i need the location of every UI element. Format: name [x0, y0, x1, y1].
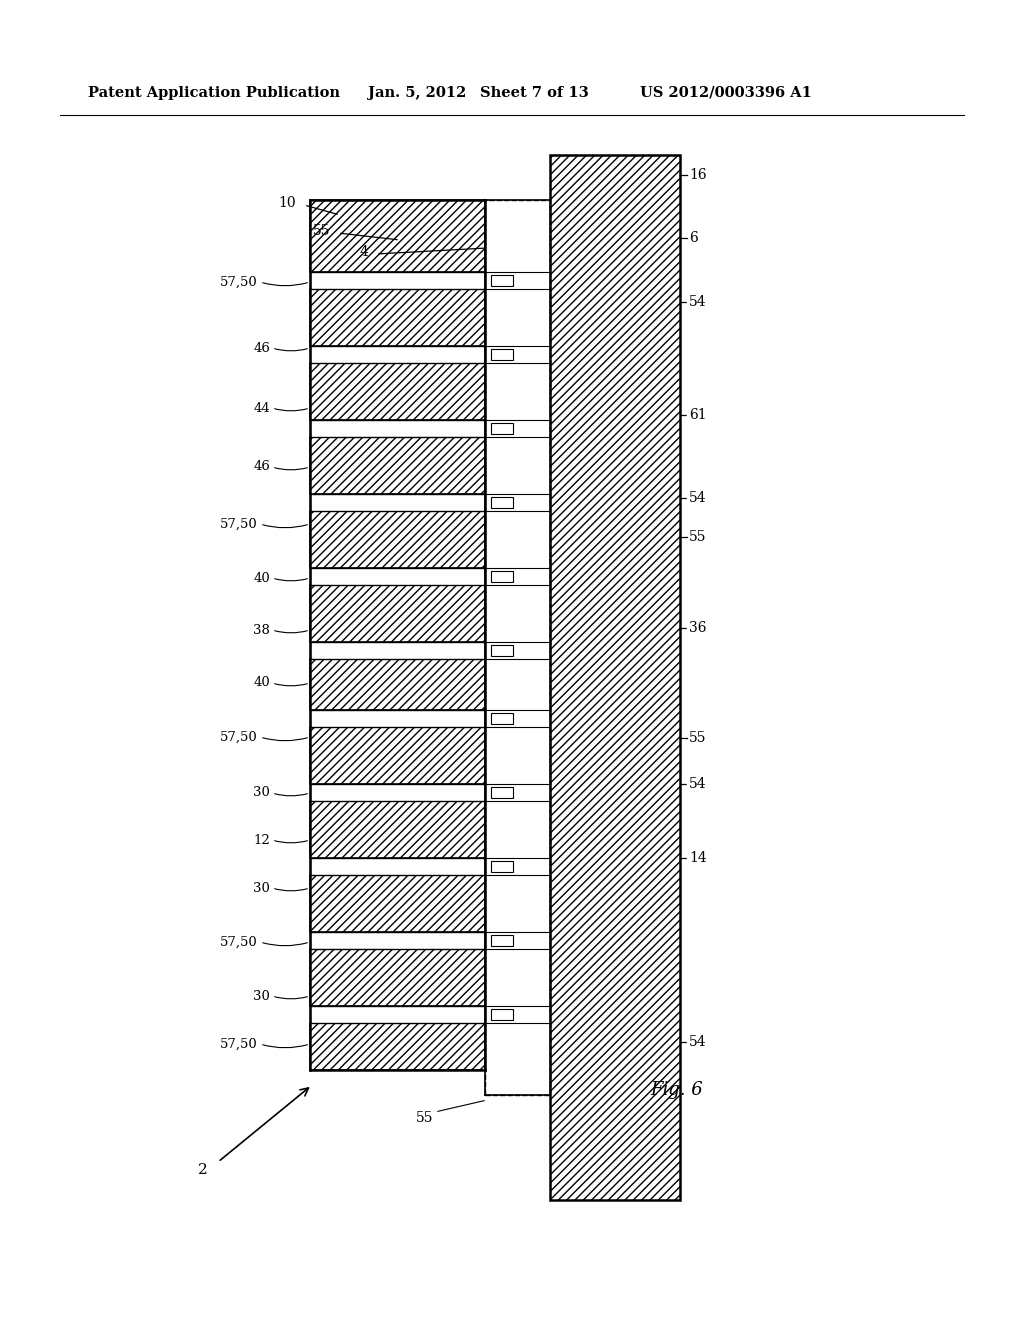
Bar	[490, 713, 513, 723]
Text: 46: 46	[253, 342, 270, 355]
Text: Patent Application Publication: Patent Application Publication	[88, 86, 340, 100]
Bar	[310, 932, 485, 949]
Text: 57,50: 57,50	[220, 517, 258, 531]
Bar	[310, 801, 485, 858]
Text: 54: 54	[689, 491, 707, 506]
Bar	[490, 572, 513, 582]
Text: 55: 55	[689, 731, 707, 744]
Bar	[310, 363, 485, 420]
Text: 30: 30	[253, 990, 270, 1002]
Bar	[310, 1023, 485, 1071]
Text: 46: 46	[253, 461, 270, 474]
Text: 54: 54	[689, 777, 707, 791]
Bar	[490, 1010, 513, 1019]
Bar	[310, 289, 485, 346]
Bar	[490, 276, 513, 285]
Bar	[310, 1006, 485, 1023]
Text: 55: 55	[312, 224, 330, 238]
Bar	[310, 727, 485, 784]
Text: 12: 12	[253, 833, 270, 846]
Bar	[310, 659, 485, 710]
Text: 55: 55	[689, 531, 707, 544]
Bar	[490, 788, 513, 797]
Bar	[310, 642, 485, 659]
Bar	[310, 568, 485, 585]
Bar	[310, 437, 485, 494]
Bar	[310, 710, 485, 727]
Text: Jan. 5, 2012: Jan. 5, 2012	[368, 86, 466, 100]
Text: 54: 54	[689, 294, 707, 309]
Text: 55: 55	[416, 1111, 434, 1125]
Text: US 2012/0003396 A1: US 2012/0003396 A1	[640, 86, 812, 100]
Bar	[310, 201, 485, 272]
Bar	[310, 346, 485, 363]
Text: 61: 61	[689, 408, 707, 422]
Text: 36: 36	[689, 620, 707, 635]
Bar	[490, 862, 513, 871]
Bar	[310, 272, 485, 289]
Bar	[310, 420, 485, 437]
Text: 54: 54	[689, 1035, 707, 1049]
Bar	[490, 936, 513, 945]
Text: 40: 40	[253, 676, 270, 689]
Text: 57,50: 57,50	[220, 936, 258, 949]
Bar	[310, 494, 485, 511]
Bar	[310, 784, 485, 801]
Text: 14: 14	[689, 851, 707, 865]
Bar	[310, 949, 485, 1006]
Bar	[490, 424, 513, 433]
Text: Sheet 7 of 13: Sheet 7 of 13	[480, 86, 589, 100]
Bar	[310, 875, 485, 932]
Bar	[485, 201, 550, 1096]
Text: 40: 40	[253, 572, 270, 585]
Text: Fig. 6: Fig. 6	[650, 1081, 702, 1100]
Text: 30: 30	[253, 882, 270, 895]
Bar	[490, 350, 513, 359]
Bar	[310, 511, 485, 568]
Bar	[310, 858, 485, 875]
Text: 57,50: 57,50	[220, 276, 258, 289]
Text: 2: 2	[199, 1163, 208, 1177]
Bar	[550, 154, 680, 1200]
Text: 6: 6	[689, 231, 697, 246]
Text: 57,50: 57,50	[220, 1038, 258, 1051]
Text: 57,50: 57,50	[220, 730, 258, 743]
Text: 16: 16	[689, 168, 707, 182]
Bar	[490, 645, 513, 656]
Text: 38: 38	[253, 623, 270, 636]
Text: 30: 30	[253, 787, 270, 800]
Text: 44: 44	[253, 401, 270, 414]
Text: 4: 4	[359, 246, 368, 259]
Bar	[310, 585, 485, 642]
Text: 10: 10	[279, 195, 296, 210]
Bar	[490, 498, 513, 508]
